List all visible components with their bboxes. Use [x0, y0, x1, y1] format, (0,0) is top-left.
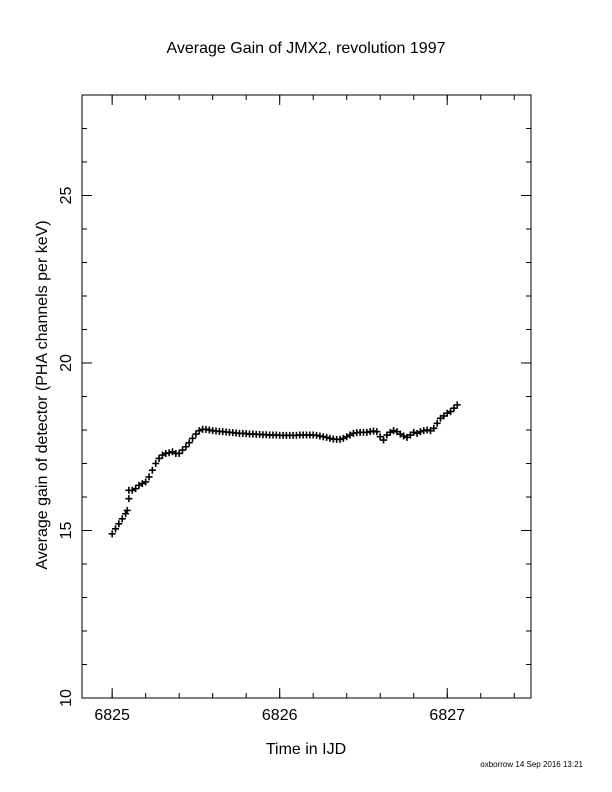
data-points	[108, 401, 461, 538]
data-point	[373, 428, 381, 436]
x-tick-label: 6827	[429, 707, 465, 724]
data-point	[115, 520, 123, 528]
data-point	[148, 466, 156, 474]
data-point	[185, 439, 193, 447]
data-point	[376, 433, 384, 441]
y-tick-label: 15	[58, 522, 75, 540]
data-point	[450, 404, 458, 412]
tick-labels: 6825 6826 6827 10 15 20 25	[58, 187, 465, 725]
y-tick-label: 25	[58, 187, 75, 205]
data-point	[447, 408, 455, 416]
data-point	[152, 460, 160, 467]
footer-timestamp: oxborrow 14 Sep 2016 13:21	[480, 760, 583, 769]
y-tick-label: 20	[58, 354, 75, 372]
data-point	[390, 427, 398, 435]
data-point	[175, 449, 183, 457]
data-point	[155, 454, 163, 462]
data-point	[433, 419, 441, 427]
data-point	[132, 485, 140, 493]
data-point	[125, 495, 133, 503]
data-point	[118, 515, 126, 523]
data-point	[380, 436, 388, 444]
data-point	[192, 430, 200, 438]
x-tick-label: 6826	[262, 707, 298, 724]
data-point	[142, 478, 150, 486]
data-point	[453, 401, 461, 409]
y-tick-label: 10	[58, 689, 75, 707]
data-point	[416, 428, 424, 436]
data-point	[165, 449, 173, 457]
x-tick-label: 6825	[94, 707, 130, 724]
data-point	[189, 434, 197, 442]
x-axis-label: Time in IJD	[266, 741, 346, 758]
chart-title: Average Gain of JMX2, revolution 1997	[167, 40, 446, 57]
data-point	[195, 427, 203, 435]
data-point	[179, 446, 187, 454]
data-point	[145, 473, 153, 481]
data-point	[182, 443, 190, 451]
data-point	[323, 433, 331, 441]
y-axis-label: Average gain of detector (PHA channels p…	[34, 220, 51, 569]
major-ticks	[82, 95, 531, 699]
data-point	[108, 530, 116, 538]
data-point	[336, 435, 344, 443]
data-point	[400, 432, 408, 440]
data-point	[123, 506, 131, 514]
data-point	[112, 525, 120, 533]
data-point	[410, 428, 418, 436]
data-point	[430, 424, 438, 432]
